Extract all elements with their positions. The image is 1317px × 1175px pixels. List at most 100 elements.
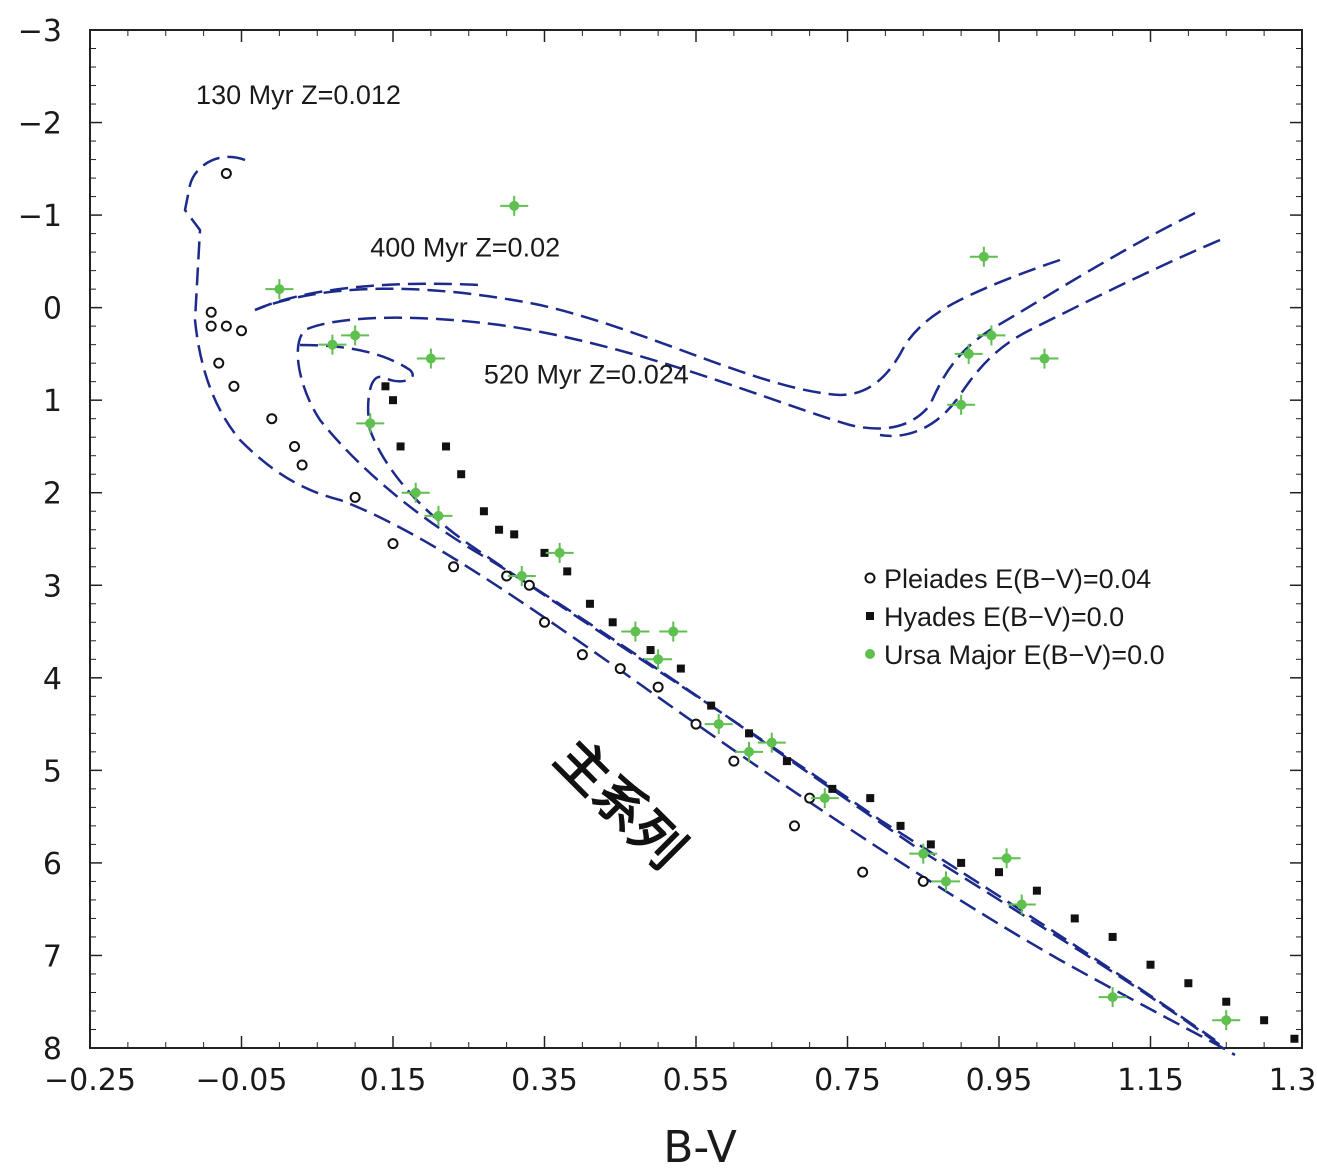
hyades-point: [1260, 1016, 1269, 1025]
legend-marker-hyades: [866, 612, 874, 620]
pleiades-point: [289, 440, 301, 452]
y-tick-label: −3: [18, 14, 62, 49]
pleiades-point: [690, 718, 702, 730]
y-tick-label: 6: [43, 847, 62, 882]
legend-label: Hyades E(B−V)=0.0: [884, 602, 1124, 632]
main-sequence-label: 主系列: [543, 728, 696, 881]
plot-axes: −0.25 −0.05 0.15 0.35 0.55 0.75 0.95 1.15 1.35 −3…: [18, 14, 1317, 1098]
hyades-point: [1070, 914, 1079, 923]
pleiades-point: [213, 357, 225, 369]
hyades-point: [1032, 886, 1041, 895]
y-tick-label: 3: [43, 569, 62, 604]
x-tick-label: 0.95: [966, 1063, 1033, 1098]
ursa-major-point: [509, 200, 520, 211]
pleiades-point: [576, 649, 588, 661]
pleiades-point: [387, 538, 399, 550]
hyades-point: [926, 840, 935, 849]
hyades-point: [828, 784, 837, 793]
hyades-point: [1146, 960, 1155, 969]
ursa-major-point: [365, 418, 376, 429]
x-tick-label: 0.55: [663, 1063, 730, 1098]
hyades-point: [782, 757, 791, 766]
data-points: [205, 167, 1299, 1043]
isochrone-curve: [254, 282, 481, 312]
ursa-major-point: [986, 330, 997, 341]
ursa-major-point: [1107, 992, 1118, 1003]
legend-marker-pleiades: [864, 572, 876, 584]
plot-frame: [89, 29, 1303, 1049]
hyades-point: [676, 664, 685, 673]
ursa-major-point: [653, 654, 664, 665]
ursa-major-point: [956, 399, 967, 410]
y-tick-label: 1: [43, 384, 62, 419]
pleiades-point: [228, 380, 240, 392]
ursa-major-point: [766, 737, 777, 748]
x-tick-label: −0.25: [44, 1063, 136, 1098]
x-tick-label: 1.35: [1269, 1063, 1317, 1098]
hyades-point: [381, 382, 390, 391]
ursa-major-point: [918, 848, 929, 859]
isochrone-curve: [299, 343, 1216, 1042]
legend-label: Pleiades E(B−V)=0.04: [884, 564, 1151, 594]
y-tick-label: −2: [18, 107, 62, 142]
y-tick-label: 7: [43, 939, 62, 974]
hyades-point: [563, 567, 572, 576]
pleiades-point: [523, 579, 535, 591]
ursa-major-point: [274, 284, 285, 295]
x-tick-label: 0.35: [511, 1063, 578, 1098]
pleiades-point: [296, 459, 308, 471]
hyades-point: [479, 507, 488, 516]
hyades-point: [1290, 1034, 1299, 1043]
x-tick-label: 0.15: [360, 1063, 427, 1098]
isochrone-curve: [296, 211, 1221, 1047]
isochrone-label: 130 Myr Z=0.012: [196, 80, 401, 110]
hyades-point: [442, 442, 451, 451]
pleiades-point: [652, 681, 664, 693]
ursa-major-point: [1016, 899, 1027, 910]
ursa-major-point: [978, 251, 989, 262]
isochrone-label: 400 Myr Z=0.02: [370, 233, 560, 263]
hyades-point: [510, 530, 519, 539]
hyades-point: [707, 701, 716, 710]
chart-legend: Pleiades E(B−V)=0.04 Hyades E(B−V)=0.0 Urs…: [864, 564, 1165, 670]
hyades-point: [495, 525, 504, 534]
isochrone-curve: [183, 155, 1236, 1057]
pleiades-point: [448, 561, 460, 573]
hyades-point: [1184, 979, 1193, 988]
isochrone-curves: [183, 155, 1236, 1057]
pleiades-point: [539, 616, 550, 628]
y-tick-label: −1: [18, 199, 62, 234]
hyades-point: [646, 646, 655, 655]
hyades-point: [1108, 932, 1117, 941]
pleiades-point: [917, 875, 929, 887]
chart-annotations: 130 Myr Z=0.012 400 Myr Z=0.02 520 Myr Z=0…: [196, 80, 696, 881]
hyades-point: [745, 729, 754, 738]
pleiades-point: [857, 866, 869, 878]
pleiades-point: [266, 413, 278, 425]
hyades-point: [585, 599, 594, 608]
isochrone-label: 520 Myr Z=0.024: [484, 360, 689, 390]
x-axis-label: B-V: [663, 1122, 737, 1173]
pleiades-point: [349, 491, 361, 503]
y-tick-label: 5: [43, 754, 62, 789]
hyades-point: [957, 858, 966, 867]
pleiades-point: [205, 306, 217, 318]
ursa-major-point: [963, 348, 974, 359]
pleiades-point: [728, 755, 740, 767]
y-tick-label: 0: [43, 292, 62, 327]
pleiades-point: [220, 167, 232, 179]
isochrone-curve: [254, 258, 1061, 397]
pleiades-point: [220, 320, 232, 332]
hyades-point: [608, 618, 617, 627]
y-tick-label: 2: [43, 477, 62, 512]
ursa-major-point: [713, 719, 724, 730]
hyades-point: [995, 868, 1003, 877]
ursa-major-point: [433, 510, 444, 521]
pleiades-point: [205, 320, 217, 332]
hyades-point: [396, 442, 405, 451]
y-tick-label: 8: [43, 1032, 62, 1067]
hyades-point: [1222, 997, 1231, 1006]
ursa-major-point: [630, 626, 641, 637]
legend-label: Ursa Major E(B−V)=0.0: [884, 640, 1165, 670]
ursa-major-point: [1039, 353, 1050, 364]
